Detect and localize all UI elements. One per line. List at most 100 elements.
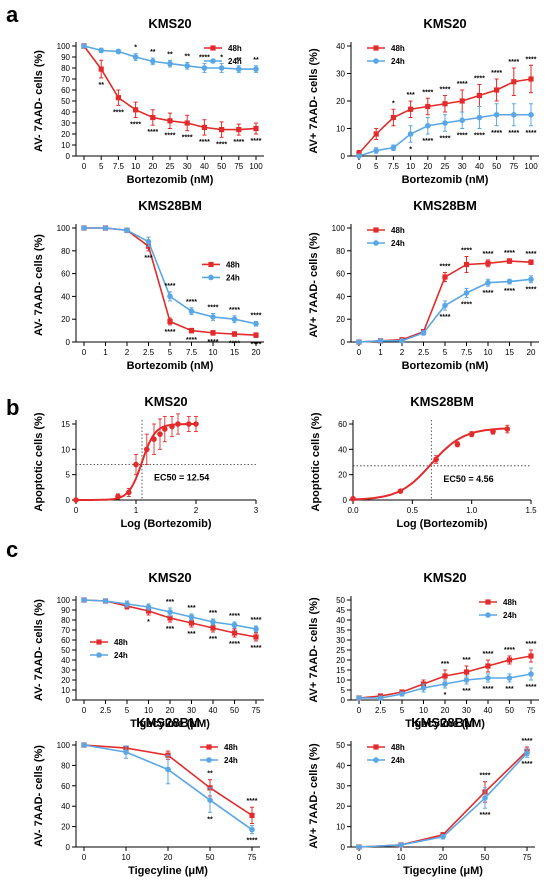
data-point — [373, 45, 379, 51]
x-tick-label: 0 — [82, 162, 87, 171]
data-point — [390, 114, 396, 121]
data-point — [493, 111, 500, 118]
legend-label: 48h — [226, 260, 240, 269]
data-point — [440, 834, 446, 840]
data-point — [188, 614, 195, 620]
legend-label: 24h — [391, 756, 405, 765]
data-point — [463, 677, 470, 683]
y-tick-label: 80 — [61, 761, 70, 770]
x-tick-label: 50 — [492, 162, 501, 171]
y-axis-title: AV+ 7AAD- cells (%) — [308, 597, 320, 703]
significance-label: **** — [165, 329, 176, 336]
y-tick-label: 0 — [66, 696, 71, 705]
y-axis-title: AV+ 7AAD- cells (%) — [308, 48, 320, 154]
significance-label: ** — [253, 57, 259, 64]
significance-label: **** — [147, 129, 158, 136]
significance-label: **** — [474, 133, 485, 140]
data-point — [253, 634, 259, 640]
chart-a1: 0 10 20 30 40 50 60 70 80 90 100 0 5 7.5 10 20 25 30 40 50 7… — [33, 16, 264, 186]
data-point — [167, 609, 173, 615]
significance-label: * — [134, 45, 137, 52]
significance-label: ** — [98, 82, 104, 89]
x-tick-label: 7.5 — [388, 162, 400, 171]
x-tick-label: 5 — [443, 348, 448, 357]
data-point — [210, 45, 216, 51]
significance-label: **** — [526, 251, 537, 258]
data-point — [399, 338, 405, 344]
y-tick-label: 100 — [57, 42, 71, 51]
significance-label: **** — [247, 798, 258, 805]
y-tick-label: 50 — [61, 646, 70, 655]
y-tick-label: 20 — [338, 471, 347, 480]
chart-title: KMS28BM — [138, 198, 202, 213]
data-point — [356, 695, 362, 701]
series-24h: **** **** *** **** — [356, 667, 537, 701]
significance-label: **** — [491, 130, 502, 137]
x-tick-label: 10 — [419, 706, 428, 715]
legend-label: 48h — [391, 44, 405, 53]
x-tick-label: 5 — [168, 348, 173, 357]
x-tick-label: 40 — [475, 162, 484, 171]
significance-label: **** — [508, 130, 519, 137]
x-tick-label: 25 — [441, 162, 450, 171]
data-point — [399, 691, 405, 697]
data-point — [188, 308, 195, 315]
significance-label: ** — [184, 54, 190, 61]
data-point — [249, 826, 255, 833]
data-point — [356, 844, 362, 850]
data-point — [528, 76, 534, 82]
data-point — [210, 330, 216, 336]
data-point — [167, 60, 173, 67]
legend-label: 24h — [391, 239, 405, 248]
y-axis-title: Apoptotic cells (%) — [33, 412, 45, 511]
significance-label: **** — [422, 138, 433, 145]
data-point — [476, 114, 483, 121]
data-point — [373, 240, 379, 246]
data-point — [96, 652, 102, 658]
significance-label: **** — [461, 302, 472, 309]
y-tick-label: 30 — [336, 636, 345, 645]
x-axis-title: Tigecyline (μM) — [403, 865, 483, 877]
data-point — [459, 98, 465, 104]
significance-label: **** — [483, 290, 494, 297]
data-point — [115, 48, 122, 55]
data-point — [231, 331, 238, 337]
data-point — [528, 276, 534, 283]
x-axis-title: Tigecyline (μM) — [128, 865, 208, 877]
fit-curve — [353, 427, 508, 501]
y-tick-label: 10 — [336, 823, 345, 832]
data-point — [115, 95, 121, 101]
data-point — [184, 63, 190, 69]
data-point — [373, 744, 379, 750]
y-tick-label: 70 — [61, 75, 70, 84]
significance-label: **** — [229, 613, 240, 620]
data-point — [511, 79, 517, 85]
legend-label: 48h — [224, 743, 238, 752]
ec50-annotation: EC50 = 4.56 — [443, 474, 493, 484]
significance-label: *** — [441, 661, 449, 668]
x-tick-label: 7.5 — [113, 162, 125, 171]
data-point — [482, 795, 488, 801]
y-tick-label: 5 — [66, 471, 71, 480]
series-48h: **** **** — [356, 738, 533, 850]
x-tick-label: 1 — [378, 348, 383, 357]
significance-label: *** — [187, 605, 195, 612]
significance-label: **** — [522, 761, 533, 768]
legend-label: 24h — [391, 57, 405, 66]
x-tick-label: 40 — [200, 162, 209, 171]
y-tick-label: 20 — [61, 676, 70, 685]
data-point — [528, 653, 534, 659]
significance-label: **** — [251, 617, 262, 624]
y-tick-label: 40 — [61, 802, 70, 811]
y-tick-label: 100 — [57, 741, 71, 750]
x-tick-label: 75 — [234, 162, 243, 171]
significance-label: **** — [480, 773, 491, 780]
x-tick-label: 2 — [194, 506, 199, 515]
x-tick-label: 20 — [252, 348, 261, 357]
x-tick-label: 75 — [252, 706, 261, 715]
